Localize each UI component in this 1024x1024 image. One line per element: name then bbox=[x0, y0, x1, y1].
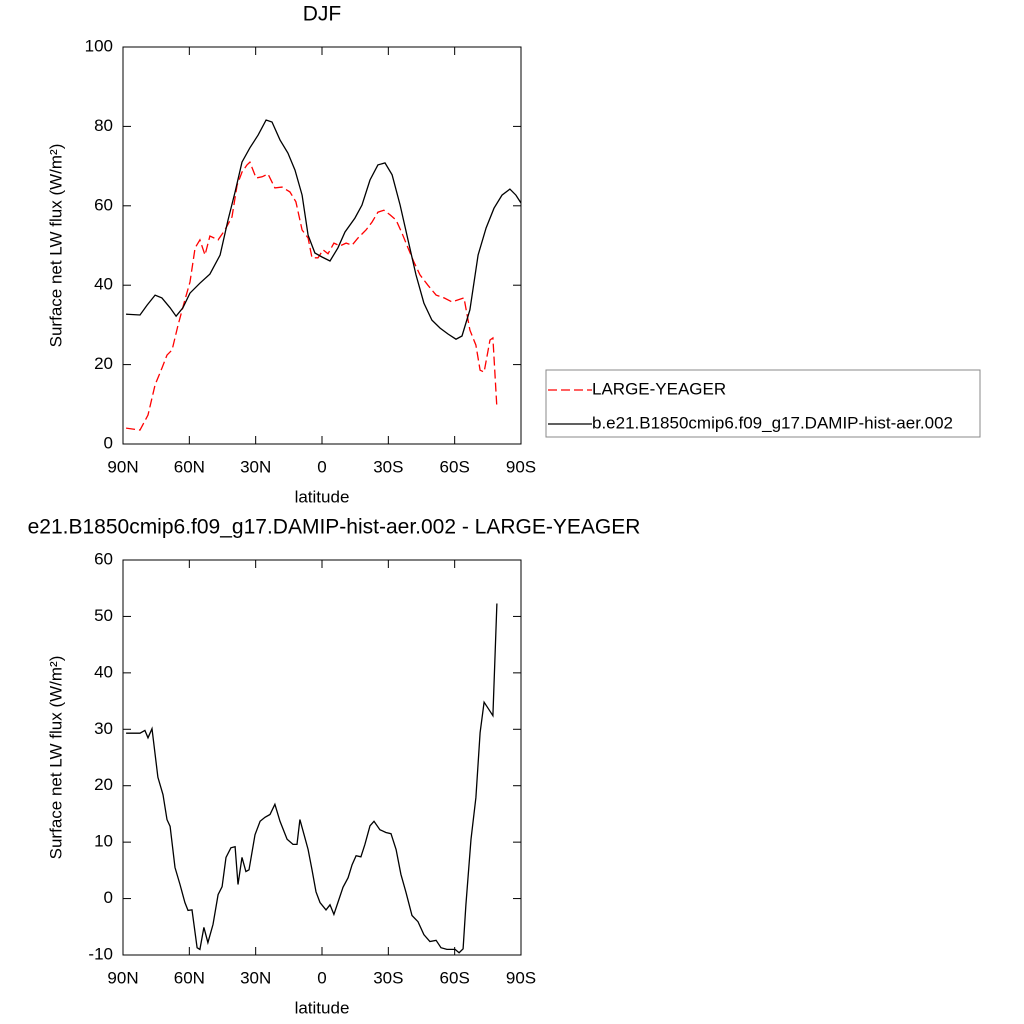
y-tick-label: 100 bbox=[85, 36, 113, 55]
x-tick-label: 0 bbox=[317, 457, 326, 476]
data-line bbox=[126, 603, 498, 954]
chart-title: DJF bbox=[303, 3, 342, 26]
y-tick-label: -10 bbox=[88, 944, 113, 963]
x-tick-label: 60S bbox=[440, 457, 470, 476]
y-tick-label: 20 bbox=[94, 775, 113, 794]
x-tick-label: 30N bbox=[240, 457, 271, 476]
plot-frame bbox=[122, 46, 522, 445]
y-tick-label: 0 bbox=[104, 433, 113, 452]
x-axis-label: latitude bbox=[295, 487, 350, 506]
x-tick-label: 90N bbox=[107, 968, 138, 987]
y-tick-label: 20 bbox=[94, 354, 113, 373]
y-tick-label: 10 bbox=[94, 832, 113, 851]
x-tick-label: 60N bbox=[174, 968, 205, 987]
chart-title: e21.B1850cmip6.f09_g17.DAMIP-hist-aer.00… bbox=[28, 516, 641, 539]
y-tick-label: 50 bbox=[94, 606, 113, 625]
x-tick-label: 0 bbox=[317, 968, 326, 987]
x-tick-label: 90S bbox=[506, 968, 536, 987]
x-axis-label: latitude bbox=[295, 998, 350, 1017]
x-tick-label: 30S bbox=[373, 968, 403, 987]
y-axis-label: Surface net LW flux (W/m²) bbox=[46, 144, 65, 348]
legend-box bbox=[545, 369, 981, 438]
x-tick-label: 30N bbox=[240, 968, 271, 987]
x-tick-label: 60S bbox=[440, 968, 470, 987]
y-tick-label: 30 bbox=[94, 719, 113, 738]
y-tick-label: 60 bbox=[94, 195, 113, 214]
y-tick-label: 40 bbox=[94, 275, 113, 294]
y-tick-label: 80 bbox=[94, 116, 113, 135]
y-tick-label: 60 bbox=[94, 549, 113, 568]
y-axis-label: Surface net LW flux (W/m²) bbox=[46, 656, 65, 860]
data-line bbox=[126, 160, 498, 431]
legend-label: LARGE-YEAGER bbox=[592, 379, 726, 398]
x-tick-label: 90S bbox=[506, 457, 536, 476]
x-tick-label: 60N bbox=[174, 457, 205, 476]
x-tick-label: 30S bbox=[373, 457, 403, 476]
x-tick-label: 90N bbox=[107, 457, 138, 476]
data-line bbox=[126, 119, 522, 340]
legend-label: b.e21.B1850cmip6.f09_g17.DAMIP-hist-aer.… bbox=[592, 413, 953, 432]
y-tick-label: 0 bbox=[104, 888, 113, 907]
y-tick-label: 40 bbox=[94, 662, 113, 681]
